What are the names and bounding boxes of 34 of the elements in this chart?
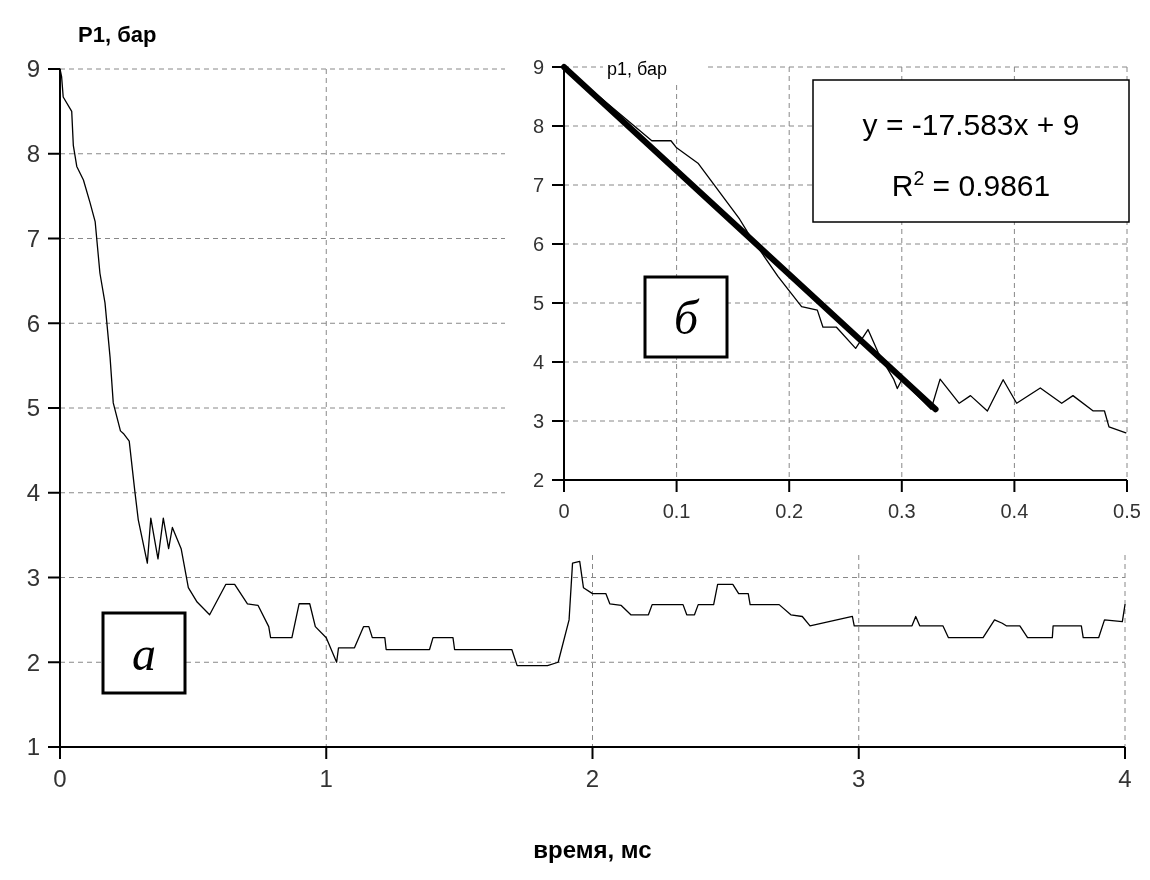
x-tick-label: 0.3 — [887, 500, 916, 522]
y-tick-label: 6 — [532, 233, 544, 255]
annotation: а — [132, 627, 156, 680]
y-tick-label: 5 — [532, 292, 544, 314]
y-tick-label: 6 — [26, 309, 40, 337]
x-tick-label: 0.1 — [662, 500, 691, 522]
x-tick-label: 0.5 — [1113, 500, 1141, 522]
y-tick-label: 1 — [26, 733, 40, 761]
y-tick-label: 9 — [532, 56, 544, 78]
x-axis-title: время, мс — [533, 836, 652, 863]
x-tick-label: 2 — [585, 765, 600, 792]
y-axis-title: p1, бар — [607, 59, 667, 79]
y-tick-label: 2 — [532, 469, 544, 491]
y-tick-label: 2 — [26, 648, 40, 676]
x-tick-label: 0.2 — [775, 500, 804, 522]
x-tick-label: 4 — [1118, 765, 1132, 792]
x-tick-label: 0 — [558, 500, 570, 522]
y-tick-label: 3 — [532, 410, 544, 432]
annotation: y = -17.583x + 9 — [862, 108, 1080, 141]
y-tick-label: 8 — [532, 115, 544, 137]
y-tick-label: 9 — [26, 55, 40, 83]
annotation: б — [673, 291, 700, 344]
y-tick-label: 7 — [532, 174, 544, 196]
y-tick-label: 5 — [26, 394, 40, 422]
y-tick-label: 8 — [26, 140, 40, 168]
y-tick-label: 3 — [26, 563, 40, 591]
y-axis-title: P1, бар — [78, 22, 157, 47]
x-tick-label: 3 — [852, 765, 866, 792]
x-tick-label: 1 — [319, 765, 333, 792]
x-tick-label: 0.4 — [1000, 500, 1029, 522]
y-tick-label: 4 — [532, 351, 544, 373]
annotation: R$^{2}$ = 0.9861 — [891, 167, 1051, 202]
y-tick-label: 7 — [26, 224, 40, 252]
x-tick-label: 0 — [53, 765, 67, 792]
